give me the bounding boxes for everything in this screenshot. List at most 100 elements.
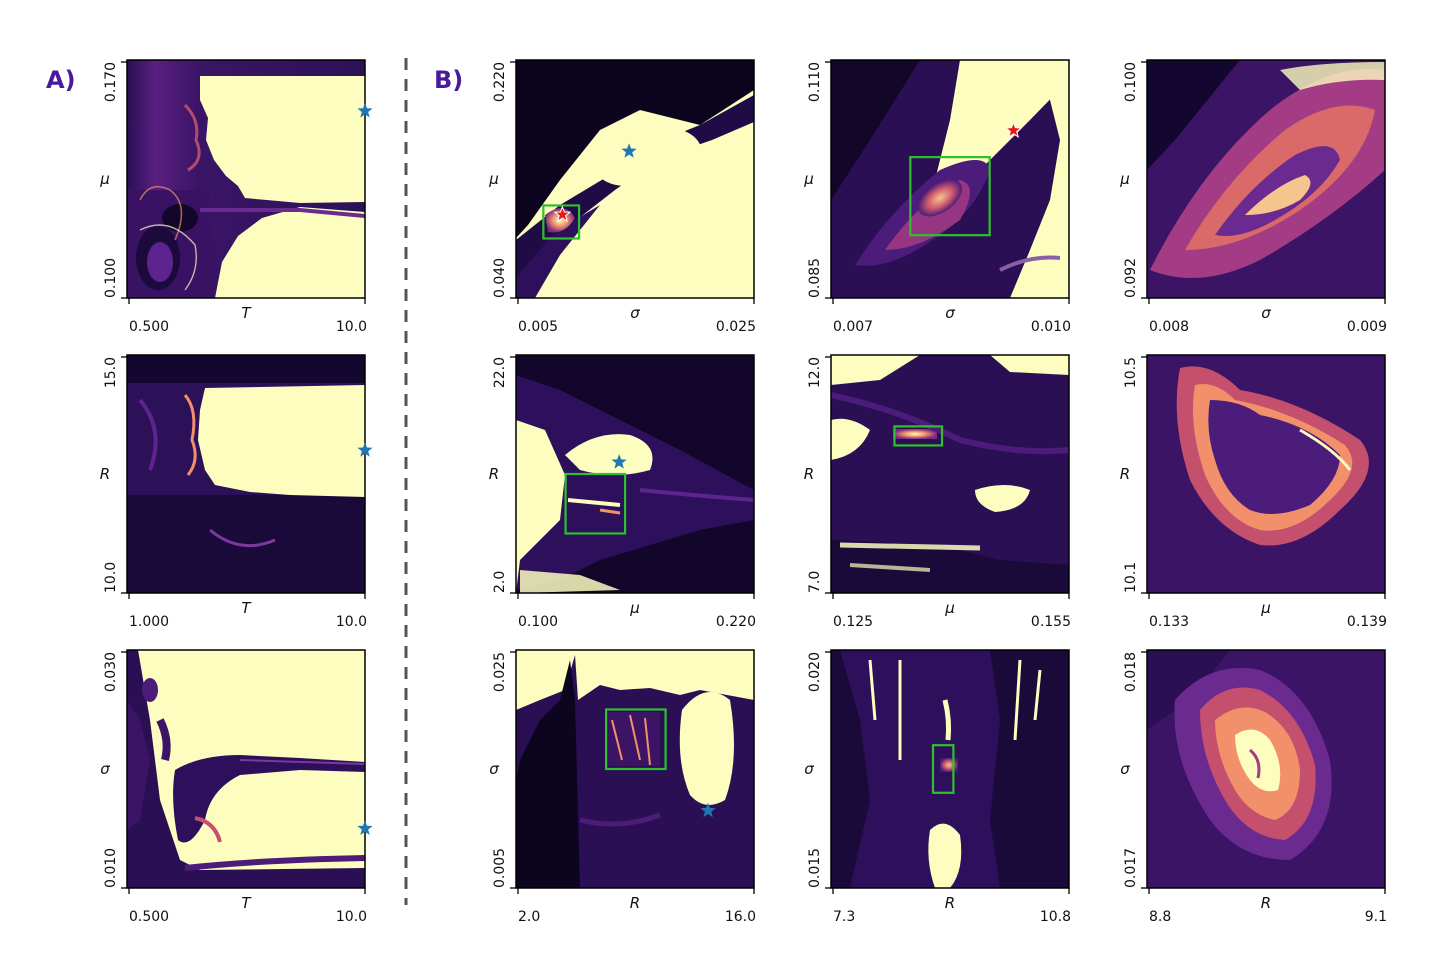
axes-frame-b9 bbox=[1146, 649, 1386, 889]
x-tick-label: 10.0 bbox=[336, 909, 367, 925]
y-axis-label: σ bbox=[1120, 760, 1130, 778]
y-tick-label: 0.085 bbox=[807, 258, 823, 298]
y-tick-label: 10.5 bbox=[1123, 357, 1139, 388]
y-axis-label: R bbox=[804, 465, 814, 483]
y-tick-label: 0.015 bbox=[807, 848, 823, 888]
x-tick-label: 2.0 bbox=[518, 909, 540, 925]
x-tick-label: 0.500 bbox=[129, 319, 169, 335]
heatmap-b4 bbox=[516, 355, 754, 593]
y-tick-label: 0.018 bbox=[1123, 652, 1139, 692]
x-tick-label: 8.8 bbox=[1149, 909, 1171, 925]
axes-a2: 1.000 10.0 10.0 15.0 T R bbox=[100, 356, 373, 630]
panel-label-a: A) bbox=[46, 66, 76, 94]
x-axis-label: μ bbox=[629, 599, 640, 617]
axes-b6: 0.133 0.139 10.1 10.5 μ R bbox=[1120, 356, 1387, 630]
x-axis-label: μ bbox=[1260, 599, 1271, 617]
x-tick-label: 0.139 bbox=[1347, 614, 1387, 630]
y-axis-label: R bbox=[489, 465, 499, 483]
y-tick-label: 0.017 bbox=[1123, 848, 1139, 888]
heatmap-a2 bbox=[127, 355, 365, 593]
x-tick-label: 7.3 bbox=[833, 909, 855, 925]
axes-frame-a2 bbox=[126, 354, 366, 594]
blue-star-marker bbox=[700, 802, 716, 818]
heatmap-b6 bbox=[1147, 355, 1385, 593]
x-tick-label: 0.100 bbox=[518, 614, 558, 630]
y-tick-label: 0.040 bbox=[492, 258, 508, 298]
panel-label-b: B) bbox=[434, 66, 463, 94]
y-axis-label: μ bbox=[99, 170, 110, 188]
x-axis-label: μ bbox=[944, 599, 955, 617]
heatmap-a1 bbox=[127, 60, 365, 298]
x-tick-label: 0.155 bbox=[1031, 614, 1071, 630]
y-axis-label: σ bbox=[100, 760, 110, 778]
axes-b4: 0.100 0.220 2.0 22.0 μ R bbox=[489, 356, 756, 630]
x-tick-label: 10.0 bbox=[336, 614, 367, 630]
heatmap-b5 bbox=[831, 355, 1069, 593]
axes-a1: 0.500 10.0 0.100 0.170 Tμ bbox=[99, 61, 373, 335]
heatmap-b9 bbox=[1147, 650, 1385, 888]
heatmap-b1 bbox=[516, 60, 754, 298]
axes-frame-a1 bbox=[126, 59, 366, 299]
blue-star-marker bbox=[357, 442, 373, 457]
x-tick-label: 9.1 bbox=[1365, 909, 1387, 925]
heatmap-a3 bbox=[127, 650, 365, 888]
red-star-marker bbox=[1004, 120, 1023, 139]
x-axis-label: T bbox=[241, 894, 252, 912]
axes-b7: 2.0 16.0 0.005 0.025 Rσ bbox=[489, 651, 756, 925]
y-tick-label: 0.092 bbox=[1123, 258, 1139, 298]
zoom-box bbox=[931, 744, 955, 794]
y-axis-label: σ bbox=[804, 760, 814, 778]
y-axis-label: σ bbox=[489, 760, 499, 778]
axes-frame-a3 bbox=[126, 649, 366, 889]
y-tick-label: 0.170 bbox=[103, 62, 119, 102]
axes-b5: 0.125 0.155 7.0 12.0 μ R bbox=[804, 356, 1071, 630]
axes-frame-b5 bbox=[830, 354, 1070, 594]
y-axis-label: μ bbox=[488, 170, 499, 188]
y-tick-label: 0.010 bbox=[103, 848, 119, 888]
y-tick-label: 2.0 bbox=[492, 571, 508, 593]
x-tick-label: 0.009 bbox=[1347, 319, 1387, 335]
zoom-box bbox=[542, 204, 581, 240]
y-tick-label: 0.100 bbox=[103, 258, 119, 298]
x-axis-label: R bbox=[945, 894, 955, 912]
y-tick-label: 7.0 bbox=[807, 571, 823, 593]
x-axis-label: R bbox=[1261, 894, 1271, 912]
x-tick-label: 0.008 bbox=[1149, 319, 1189, 335]
x-axis-label: T bbox=[241, 599, 252, 617]
y-tick-label: 10.0 bbox=[103, 562, 119, 593]
y-axis-label: R bbox=[100, 465, 110, 483]
axes-b9: 8.8 9.1 0.017 0.018 Rσ bbox=[1120, 651, 1387, 925]
y-tick-label: 0.025 bbox=[492, 652, 508, 692]
axes-frame-b2 bbox=[830, 59, 1070, 299]
axes-frame-b3 bbox=[1146, 59, 1386, 299]
y-tick-label: 0.220 bbox=[492, 62, 508, 102]
zoom-box bbox=[893, 425, 944, 447]
blue-star-marker bbox=[621, 143, 637, 158]
x-tick-label: 0.500 bbox=[129, 909, 169, 925]
x-tick-label: 0.025 bbox=[716, 319, 756, 335]
x-tick-label: 10.8 bbox=[1040, 909, 1071, 925]
blue-star-marker bbox=[357, 820, 373, 835]
x-axis-label: σ bbox=[630, 304, 640, 322]
x-axis-label: σ bbox=[945, 304, 955, 322]
axes-frame-b4 bbox=[515, 354, 755, 594]
x-tick-label: 0.133 bbox=[1149, 614, 1189, 630]
y-axis-label: R bbox=[1120, 465, 1130, 483]
axes-b8: 7.3 10.8 0.015 0.020 Rσ bbox=[804, 651, 1071, 925]
y-axis-label: μ bbox=[803, 170, 814, 188]
y-tick-label: 0.110 bbox=[807, 62, 823, 102]
x-tick-label: 1.000 bbox=[129, 614, 169, 630]
y-tick-label: 0.100 bbox=[1123, 62, 1139, 102]
axes-frame-b6 bbox=[1146, 354, 1386, 594]
y-tick-label: 0.030 bbox=[103, 652, 119, 692]
y-tick-label: 0.005 bbox=[492, 848, 508, 888]
axes-a3: 0.500 10.0 0.010 0.030 Tσ bbox=[100, 651, 373, 925]
zoom-box bbox=[564, 472, 627, 535]
blue-star-marker bbox=[357, 103, 373, 118]
x-tick-label: 16.0 bbox=[725, 909, 756, 925]
x-axis-label: σ bbox=[1261, 304, 1271, 322]
x-tick-label: 0.125 bbox=[833, 614, 873, 630]
y-tick-label: 0.020 bbox=[807, 652, 823, 692]
heatmap-b2 bbox=[831, 60, 1069, 298]
